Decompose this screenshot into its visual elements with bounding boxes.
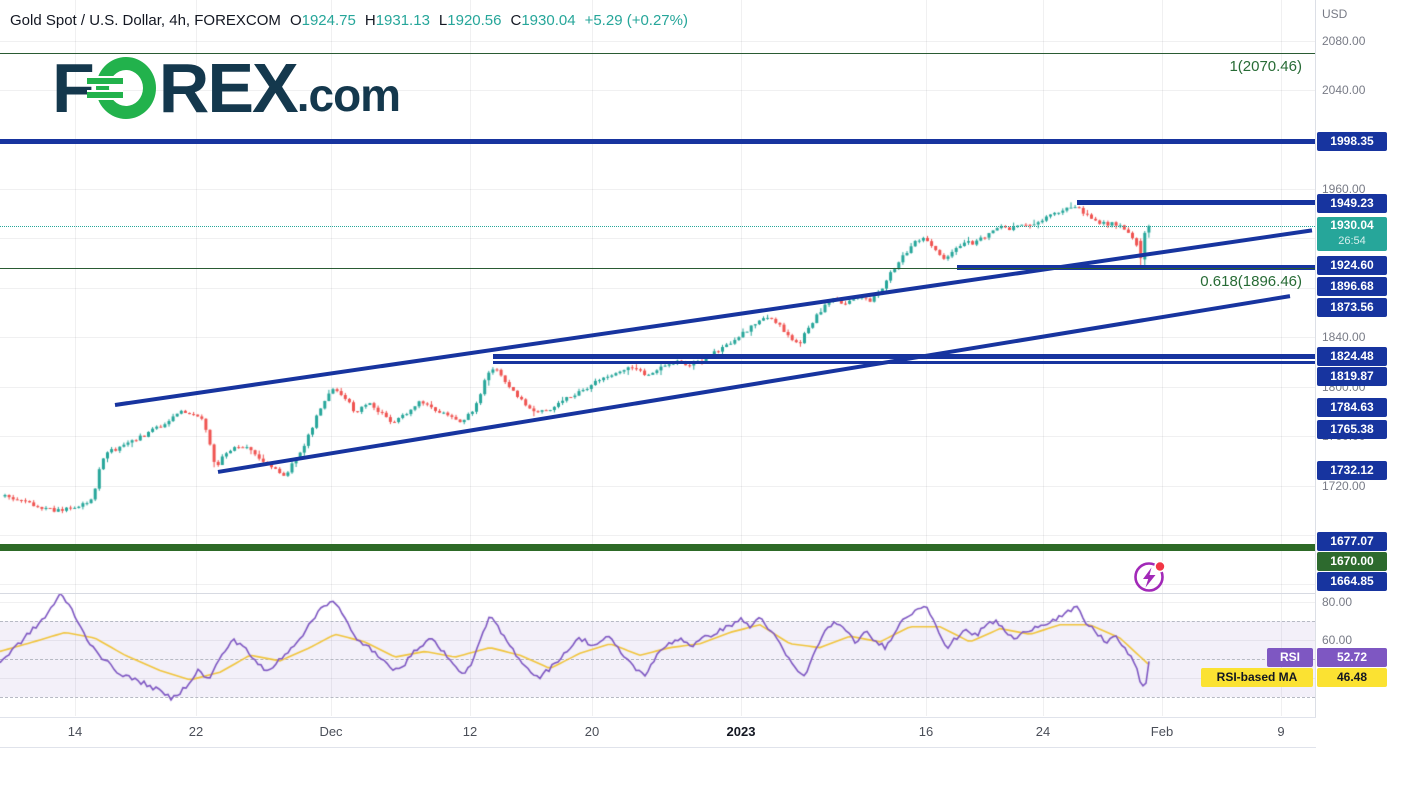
time-tick[interactable]: Feb bbox=[1150, 724, 1174, 739]
current-price-line bbox=[0, 226, 1315, 227]
rsi-ma-label[interactable]: RSI-based MA bbox=[1201, 668, 1313, 687]
price-tick: 2040.00 bbox=[1322, 83, 1366, 97]
price-tick: 1720.00 bbox=[1322, 479, 1366, 493]
ohlc-open: O1924.75 bbox=[289, 11, 356, 29]
price-tick: 1960.00 bbox=[1322, 182, 1366, 196]
price-level-label: 1784.63 bbox=[1317, 398, 1387, 417]
ohlc-close: C1930.04 bbox=[510, 11, 576, 29]
price-level-label: 1670.00 bbox=[1317, 552, 1387, 571]
rsi-value-label: 46.48 bbox=[1317, 668, 1387, 687]
time-tick[interactable]: 20 bbox=[584, 724, 600, 739]
price-level-label: 1732.12 bbox=[1317, 461, 1387, 480]
price-tick: 1840.00 bbox=[1322, 330, 1366, 344]
time-scale[interactable]: 14 22 Dec 12 20 2023 16 24 Feb 9 bbox=[0, 717, 1406, 748]
rsi-tick: 60.00 bbox=[1322, 633, 1353, 647]
alert-icon[interactable] bbox=[1132, 558, 1172, 598]
channel-trendline[interactable] bbox=[217, 294, 1291, 474]
trend-channel[interactable] bbox=[0, 0, 1315, 716]
price-tick: 2080.00 bbox=[1322, 34, 1366, 48]
time-tick[interactable]: 9 bbox=[1277, 724, 1285, 739]
price-level-label: 1677.07 bbox=[1317, 532, 1387, 551]
price-level-label: 1819.87 bbox=[1317, 367, 1387, 386]
price-level-label: 1873.56 bbox=[1317, 298, 1387, 317]
symbol-name[interactable]: Gold Spot / U.S. Dollar, 4h, FOREXCOM bbox=[10, 11, 281, 29]
price-level-label: 1664.85 bbox=[1317, 572, 1387, 591]
time-tick[interactable]: 24 bbox=[1035, 724, 1051, 739]
rsi-label[interactable]: RSI bbox=[1267, 648, 1313, 667]
time-tick[interactable]: 2023 bbox=[726, 724, 756, 739]
time-tick[interactable]: 14 bbox=[67, 724, 83, 739]
price-level-label: 1896.68 bbox=[1317, 277, 1387, 296]
price-level-label: 1924.60 bbox=[1317, 256, 1387, 275]
symbol-title[interactable]: Gold Spot / U.S. Dollar, 4h, FOREXCOM O1… bbox=[10, 10, 688, 30]
time-tick[interactable]: 12 bbox=[462, 724, 478, 739]
price-level-label: 1949.23 bbox=[1317, 194, 1387, 213]
price-level-label: 1765.38 bbox=[1317, 420, 1387, 439]
bar-countdown: 26:54 bbox=[1338, 235, 1366, 247]
bottom-bar: TradingView bbox=[0, 749, 1406, 793]
time-tick[interactable]: Dec bbox=[319, 724, 343, 739]
price-scale[interactable]: USD 2080.00 2040.00 1960.00 1840.00 1800.00 1… bbox=[1316, 0, 1406, 748]
currency-label: USD bbox=[1322, 7, 1348, 21]
ohlc-low: L1920.56 bbox=[438, 11, 502, 29]
rsi-value-label: 52.72 bbox=[1317, 648, 1387, 667]
current-price-label: 1930.04 26:54 bbox=[1317, 217, 1387, 251]
price-level-label: 1998.35 bbox=[1317, 132, 1387, 151]
price-axis-border bbox=[1315, 0, 1316, 748]
time-tick[interactable]: 22 bbox=[188, 724, 204, 739]
price-level-label: 1824.48 bbox=[1317, 347, 1387, 366]
time-tick[interactable]: 16 bbox=[918, 724, 934, 739]
channel-trendline[interactable] bbox=[114, 228, 1313, 407]
rsi-tick: 80.00 bbox=[1322, 595, 1353, 609]
ohlc-high: H1931.13 bbox=[364, 11, 430, 29]
price-change: +5.29 (+0.27%) bbox=[584, 11, 688, 29]
